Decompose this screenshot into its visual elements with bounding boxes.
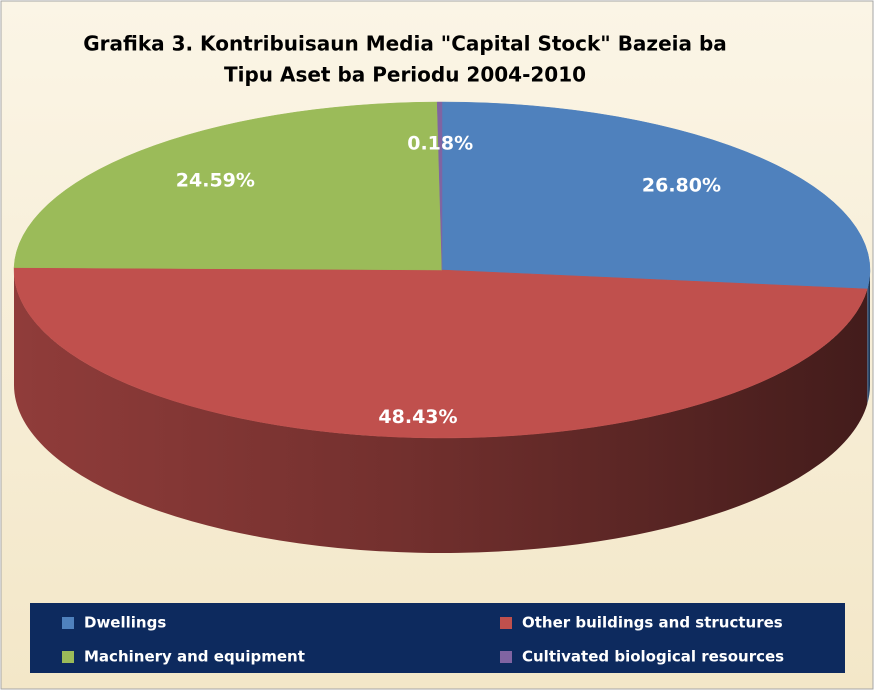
slice — [13, 101, 443, 271]
legend-swatch — [500, 651, 512, 663]
chart-title: Tipu Aset ba Periodu 2004-2010 — [224, 63, 586, 87]
slice — [441, 101, 871, 290]
legend-label: Dwellings — [84, 614, 166, 632]
legend-swatch — [500, 617, 512, 629]
slice — [436, 101, 443, 271]
legend-label: Other buildings and structures — [522, 614, 783, 632]
data-label: 0.18% — [407, 133, 473, 155]
data-label: 24.59% — [176, 169, 255, 191]
slice-side — [14, 270, 868, 553]
legend-swatch — [62, 651, 74, 663]
legend-label: Cultivated biological resources — [522, 648, 784, 666]
slice-side — [867, 270, 870, 404]
legend-box — [30, 603, 845, 673]
legend-swatch — [62, 617, 74, 629]
legend-label: Machinery and equipment — [84, 648, 305, 666]
chart-title: Grafika 3. Kontribuisaun Media "Capital … — [83, 32, 727, 56]
slice — [13, 267, 868, 439]
data-label: 26.80% — [642, 175, 721, 197]
data-label: 48.43% — [378, 406, 457, 428]
